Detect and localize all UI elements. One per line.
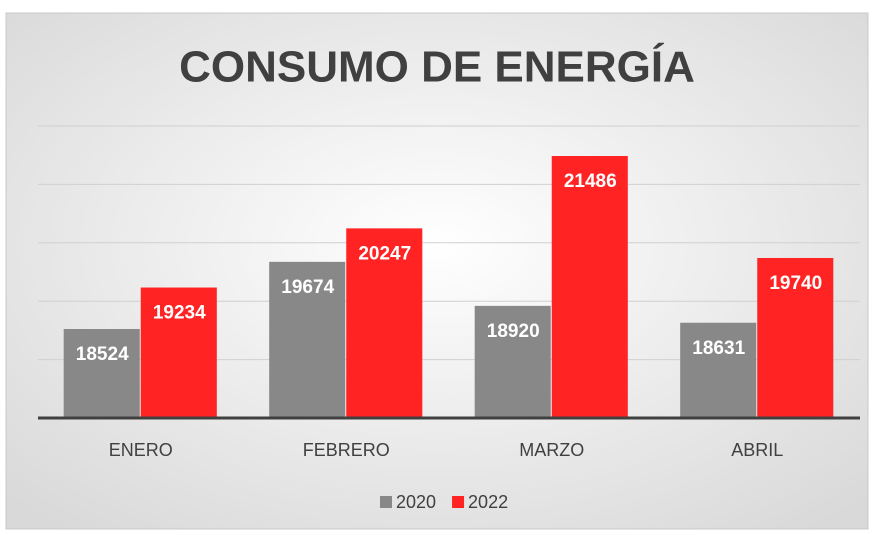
data-label: 18524 bbox=[76, 344, 129, 365]
chart-title: CONSUMO DE ENERGÍA bbox=[179, 42, 695, 92]
bar bbox=[346, 228, 423, 418]
data-label: 18920 bbox=[487, 321, 540, 342]
x-tick-label: FEBRERO bbox=[303, 440, 390, 460]
legend-swatch bbox=[380, 496, 392, 508]
chart-background bbox=[5, 12, 869, 530]
data-label: 19234 bbox=[153, 303, 206, 324]
bar bbox=[757, 257, 834, 418]
x-tick-label: ENERO bbox=[109, 440, 173, 460]
bar bbox=[551, 156, 628, 419]
x-tick-label: MARZO bbox=[519, 440, 584, 460]
legend-label: 2022 bbox=[468, 492, 508, 512]
data-label: 21486 bbox=[564, 171, 617, 192]
bar bbox=[63, 328, 140, 418]
data-label: 20247 bbox=[358, 243, 411, 264]
data-label: 19674 bbox=[281, 277, 334, 298]
bar bbox=[680, 322, 757, 418]
legend-label: 2020 bbox=[396, 492, 436, 512]
bar bbox=[269, 261, 346, 418]
data-label: 19740 bbox=[769, 273, 822, 294]
data-label: 18631 bbox=[692, 338, 745, 359]
bar bbox=[140, 287, 217, 418]
legend-swatch bbox=[452, 496, 465, 508]
x-tick-label: ABRIL bbox=[731, 440, 783, 460]
bar bbox=[474, 305, 551, 418]
